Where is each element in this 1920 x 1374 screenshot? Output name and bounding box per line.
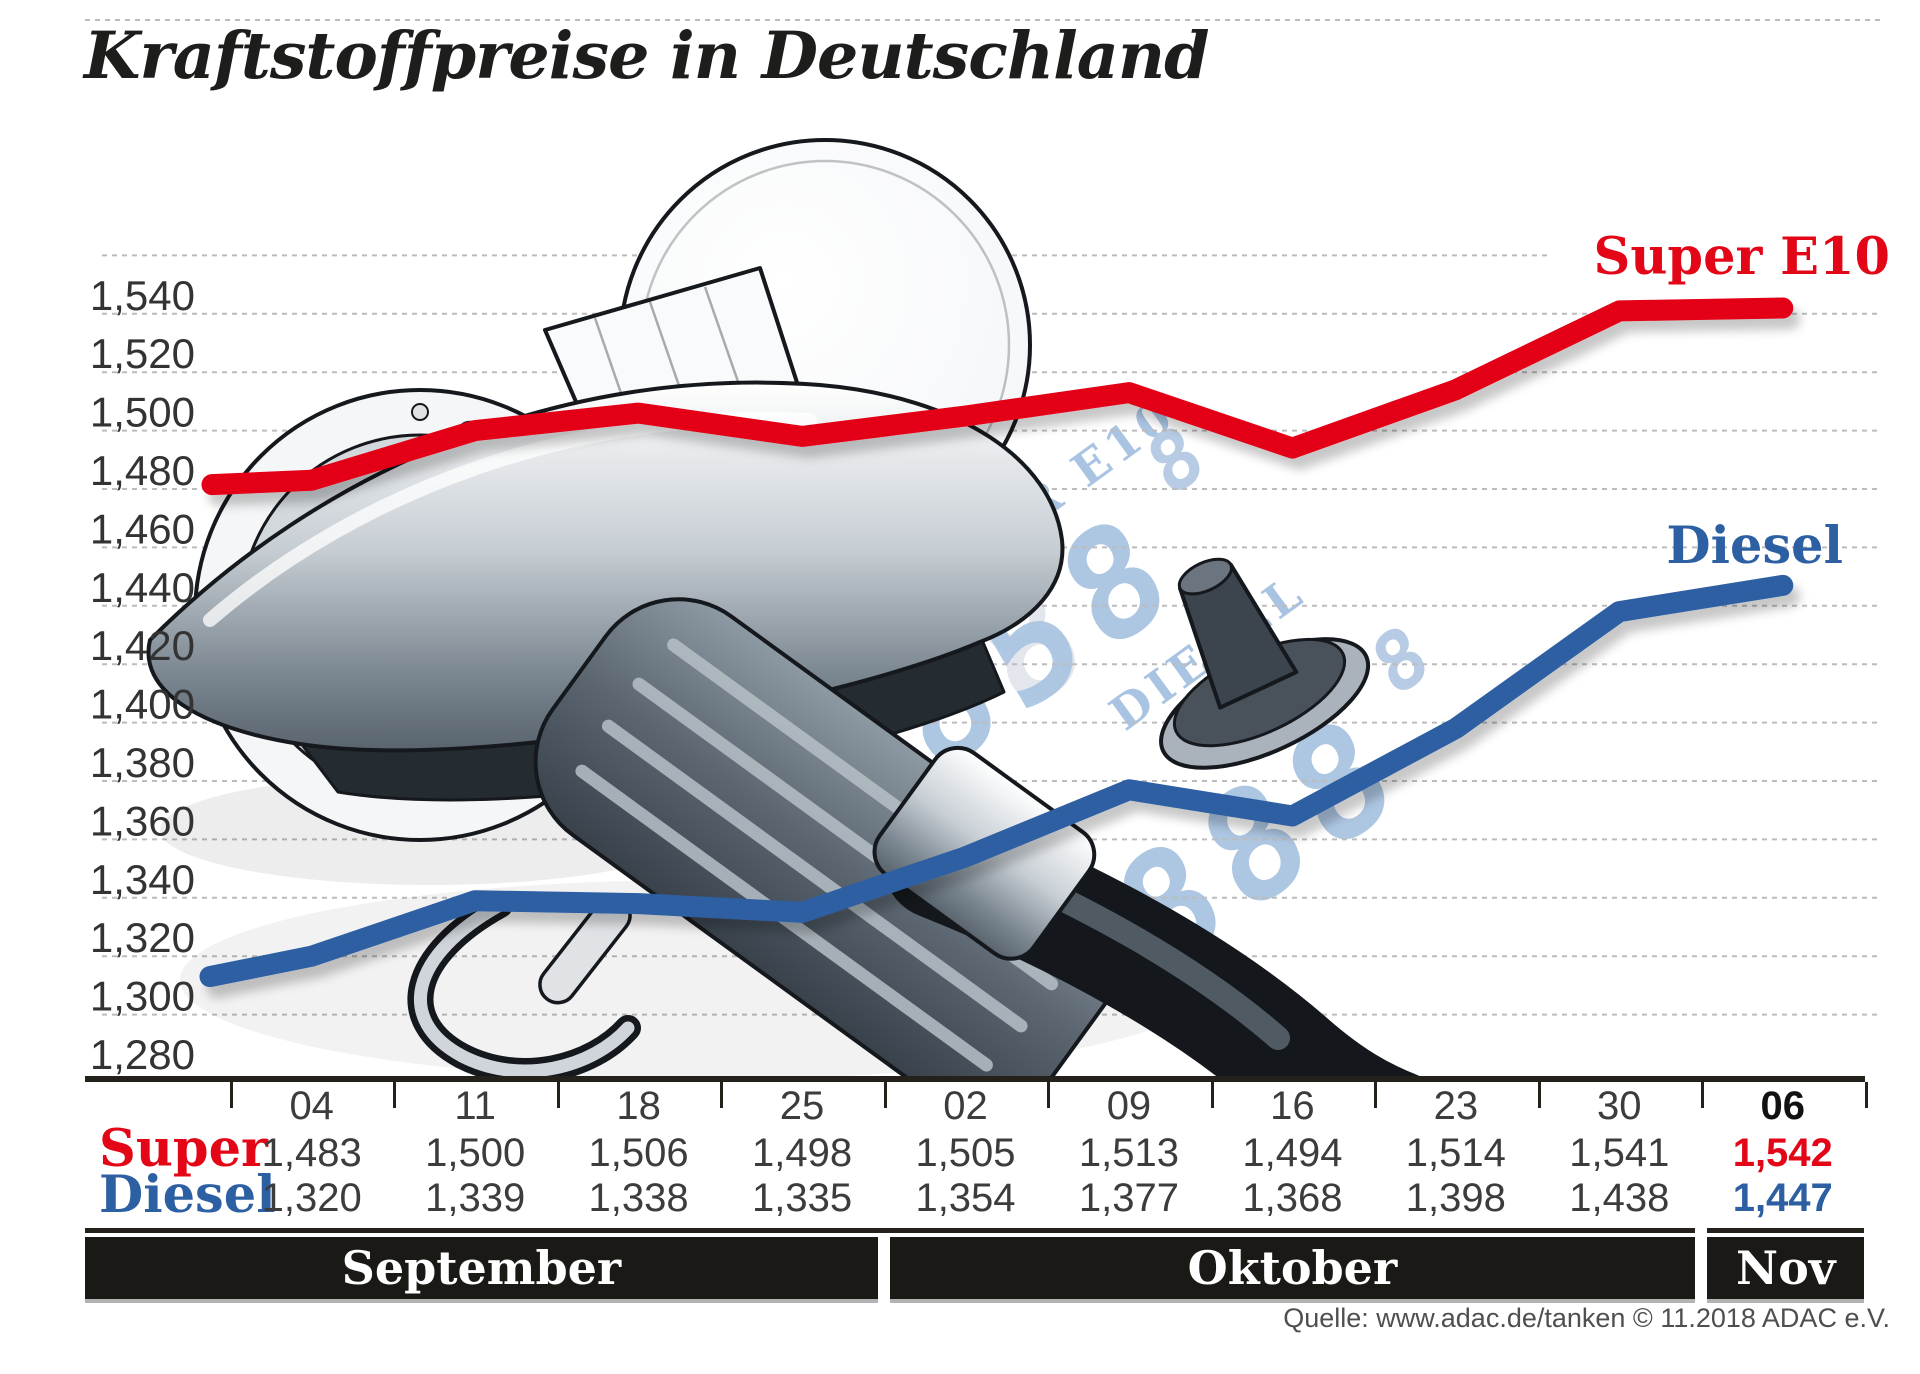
- y-tick-label-1400: 1,400: [90, 681, 195, 728]
- table-top-border: [85, 1076, 1865, 1082]
- axis-tick: [883, 1082, 887, 1108]
- month-band-oktober: Oktober: [889, 1237, 1696, 1299]
- diesel-value-cell: 1,320: [261, 1176, 362, 1220]
- axis-tick: [556, 1082, 560, 1108]
- axis-tick: [1210, 1082, 1214, 1108]
- super-value-cell: 1,541: [1569, 1131, 1670, 1175]
- diesel-value-cell: 1,354: [915, 1176, 1016, 1220]
- month-band-nov: Nov: [1707, 1237, 1865, 1299]
- super-value-cell: 1,494: [1242, 1131, 1343, 1175]
- diesel-value-cell: 1,338: [588, 1176, 689, 1220]
- date-cell: 04: [289, 1084, 334, 1128]
- axis-tick: [720, 1082, 724, 1108]
- super-value-cell: 1,542: [1732, 1131, 1833, 1175]
- diesel-value-cell: 1,368: [1242, 1176, 1343, 1220]
- date-cell: 09: [1106, 1084, 1152, 1128]
- row-header-super: Super: [99, 1119, 268, 1179]
- y-tick-label-1380: 1,380: [90, 739, 195, 786]
- y-tick-label-1460: 1,460: [90, 505, 195, 552]
- super-value-cell: 1,505: [915, 1131, 1016, 1175]
- line-diesel: [199, 574, 1794, 988]
- y-tick-label-1360: 1,360: [90, 797, 195, 844]
- nozzle-knob: [1159, 557, 1371, 770]
- super-value-cell: 1,483: [261, 1131, 362, 1175]
- y-tick-label-1300: 1,300: [90, 973, 195, 1020]
- diesel-value-cell: 1,438: [1569, 1176, 1670, 1220]
- super-value-cell: 1,498: [751, 1131, 853, 1175]
- date-cell: 02: [943, 1084, 988, 1128]
- month-band-label: Nov: [1736, 1241, 1836, 1295]
- date-cell: 25: [779, 1084, 825, 1128]
- month-band-label: September: [341, 1241, 622, 1295]
- date-cell: 11: [454, 1084, 496, 1128]
- diesel-value-cell: 1,377: [1078, 1176, 1179, 1220]
- axis-tick: [230, 1082, 233, 1108]
- axis-tick: [1537, 1082, 1541, 1108]
- fuel-nozzle-illustration: [146, 138, 1419, 1076]
- source-note: Quelle: www.adac.de/tanken © 11.2018 ADA…: [1283, 1303, 1890, 1333]
- axis-tick: [1374, 1082, 1378, 1108]
- y-axis-labels: 1,280 1,300 1,320 1,340 1,360 1,380 1,400 1,420…: [90, 272, 195, 1078]
- diesel-value-cell: 1,398: [1405, 1176, 1506, 1220]
- y-tick-label-1340: 1,340: [90, 856, 195, 903]
- y-tick-label-1320: 1,320: [90, 914, 195, 961]
- date-cell: 30: [1597, 1084, 1642, 1128]
- month-band-label: Oktober: [1187, 1241, 1398, 1295]
- super-value-cell: 1,514: [1405, 1131, 1506, 1175]
- legend-super-e10: Super E10: [1593, 227, 1891, 287]
- axis-tick: [1864, 1082, 1868, 1108]
- y-tick-label-1440: 1,440: [90, 564, 195, 611]
- axis-tick: [1701, 1082, 1705, 1108]
- legend-diesel: Diesel: [1666, 516, 1843, 576]
- price-lines: [199, 297, 1794, 988]
- y-tick-label-1540: 1,540: [90, 272, 195, 319]
- date-cell: 06: [1760, 1084, 1806, 1128]
- diesel-value-cell: 1,339: [425, 1176, 526, 1220]
- date-cell: 18: [616, 1084, 661, 1128]
- diesel-value-cell: 1,447: [1732, 1176, 1833, 1220]
- super-value-cell: 1,506: [588, 1131, 689, 1175]
- axis-tick: [1047, 1082, 1051, 1108]
- super-value-cell: 1,513: [1078, 1131, 1179, 1175]
- y-tick-label-1520: 1,520: [90, 330, 195, 377]
- page-title: Kraftstoffpreise in Deutschland: [84, 18, 1210, 94]
- trigger-guard: [407, 892, 641, 1076]
- table-bottom-border-right: [1707, 1228, 1865, 1233]
- axis-tick: [393, 1082, 397, 1108]
- y-tick-label-1420: 1,420: [90, 622, 195, 669]
- super-value-cell: 1,500: [425, 1131, 526, 1175]
- y-tick-label-1280: 1,280: [90, 1031, 195, 1078]
- date-cell: 23: [1433, 1084, 1479, 1128]
- diesel-value-cell: 1,335: [751, 1176, 853, 1220]
- pump-display-diesel-small-digit: 8: [1358, 606, 1444, 715]
- month-band-september: September: [85, 1237, 878, 1299]
- row-header-diesel: Diesel: [99, 1165, 276, 1225]
- y-tick-label-1500: 1,500: [90, 389, 195, 436]
- table-bottom-border-left: [85, 1228, 1696, 1233]
- date-cell: 16: [1270, 1084, 1315, 1128]
- line-super-e10: [201, 297, 1794, 496]
- y-tick-label-1480: 1,480: [90, 447, 195, 494]
